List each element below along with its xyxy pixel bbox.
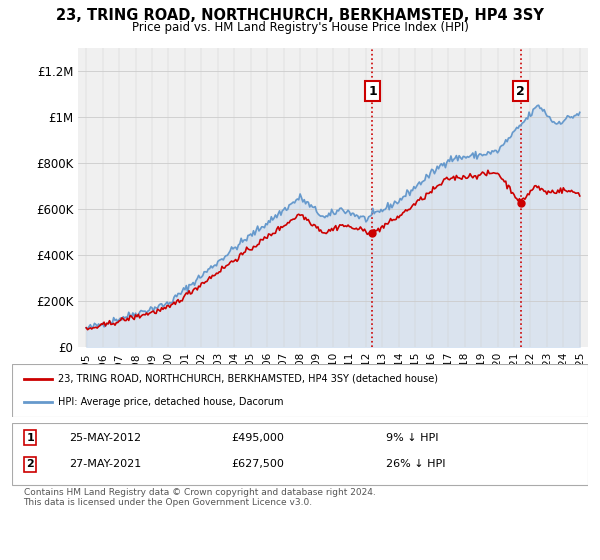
FancyBboxPatch shape [12, 364, 588, 417]
Text: 2: 2 [516, 85, 525, 97]
Text: £627,500: £627,500 [231, 459, 284, 469]
Text: Price paid vs. HM Land Registry's House Price Index (HPI): Price paid vs. HM Land Registry's House … [131, 21, 469, 34]
Text: 2: 2 [26, 459, 34, 469]
Text: 25-MAY-2012: 25-MAY-2012 [70, 432, 142, 442]
Text: 27-MAY-2021: 27-MAY-2021 [70, 459, 142, 469]
Text: HPI: Average price, detached house, Dacorum: HPI: Average price, detached house, Daco… [58, 397, 284, 407]
Text: 26% ↓ HPI: 26% ↓ HPI [386, 459, 446, 469]
Text: 1: 1 [26, 432, 34, 442]
FancyBboxPatch shape [12, 423, 588, 486]
Text: Contains HM Land Registry data © Crown copyright and database right 2024.
This d: Contains HM Land Registry data © Crown c… [23, 488, 375, 507]
Text: 9% ↓ HPI: 9% ↓ HPI [386, 432, 439, 442]
Text: 23, TRING ROAD, NORTHCHURCH, BERKHAMSTED, HP4 3SY (detached house): 23, TRING ROAD, NORTHCHURCH, BERKHAMSTED… [58, 374, 438, 384]
Text: £495,000: £495,000 [231, 432, 284, 442]
Text: 1: 1 [368, 85, 377, 97]
Text: 23, TRING ROAD, NORTHCHURCH, BERKHAMSTED, HP4 3SY: 23, TRING ROAD, NORTHCHURCH, BERKHAMSTED… [56, 8, 544, 24]
